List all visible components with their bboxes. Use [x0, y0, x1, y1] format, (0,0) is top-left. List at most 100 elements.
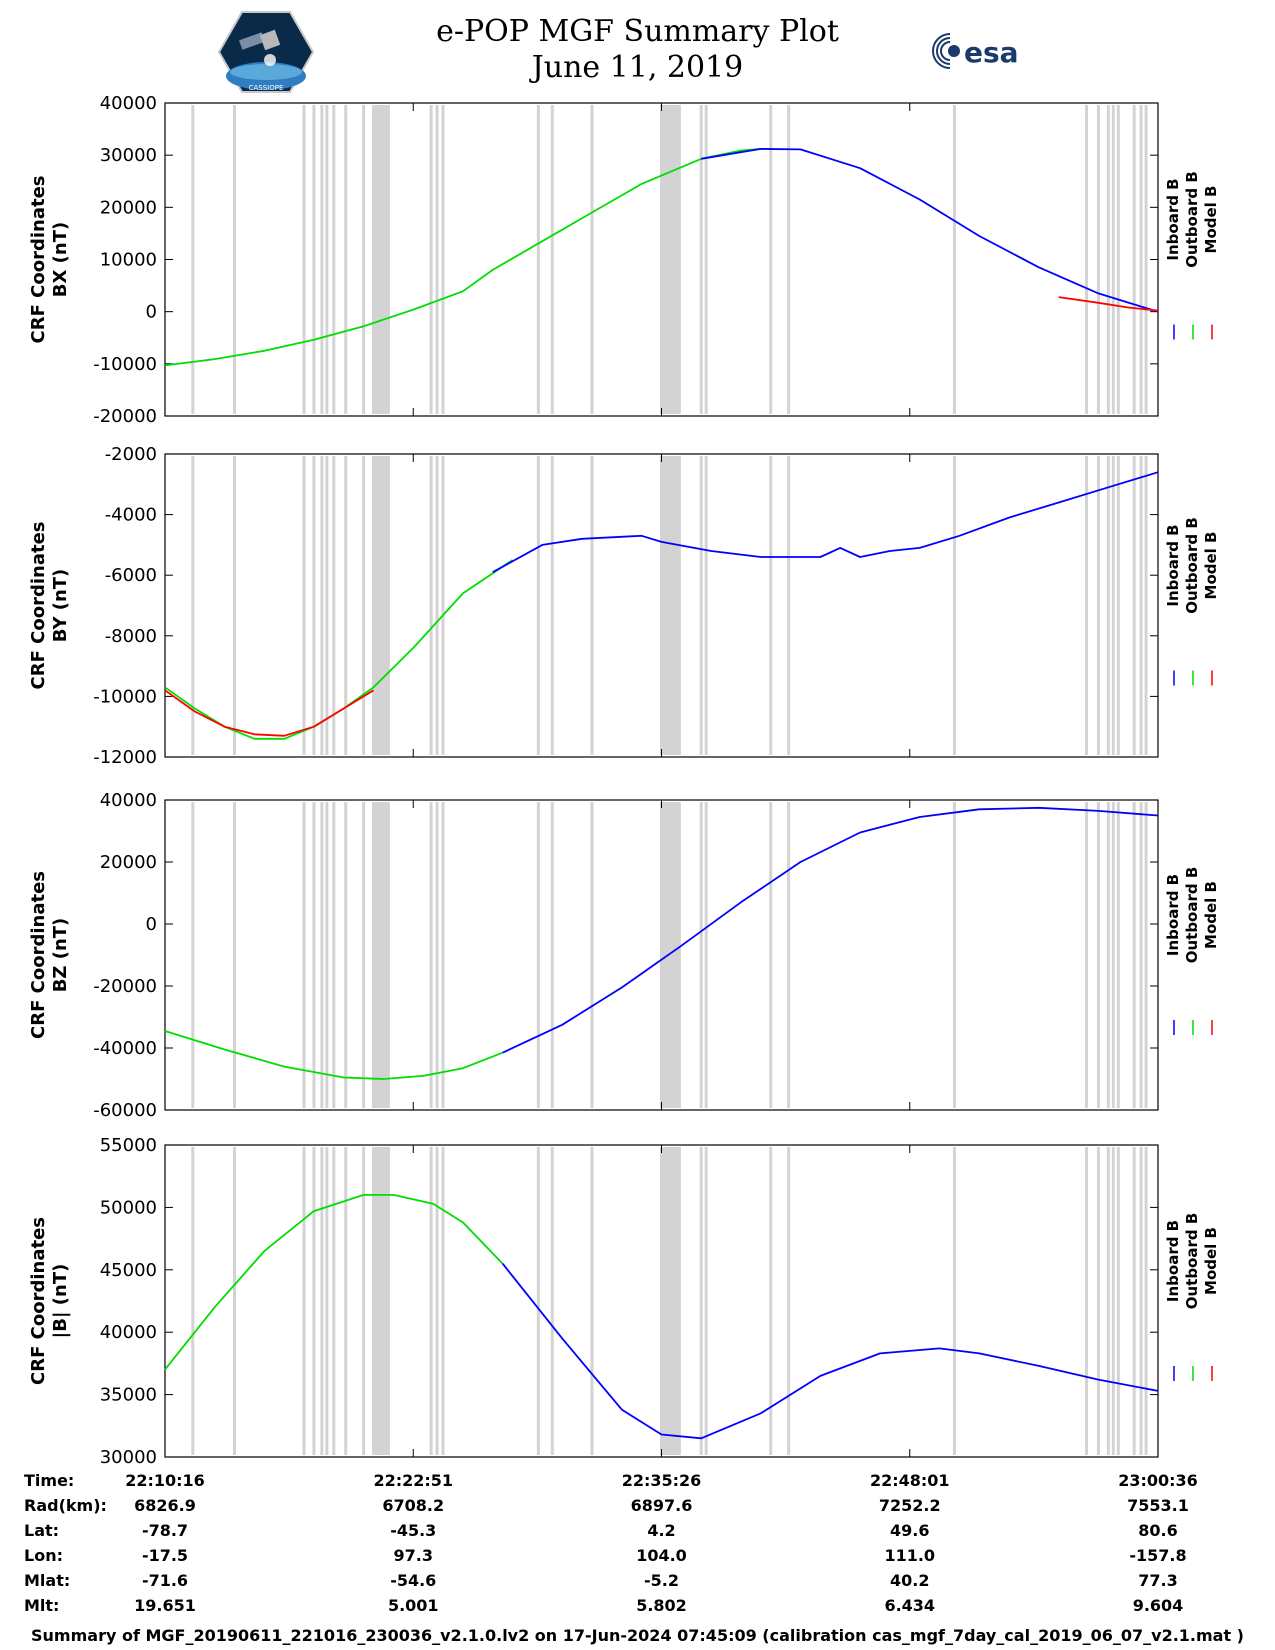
- y-tick-label: 45000: [100, 1260, 157, 1281]
- ephemeris-value: 80.6: [1138, 1521, 1177, 1540]
- ephemeris-value: 22:22:51: [373, 1471, 453, 1490]
- panel-2: -12000 -10000 -8000 -6000 -4000 -2000 CRF Coor…: [28, 444, 1220, 768]
- panel-4: 30000 35000 40000 45000 50000 55000 CRF Coordi…: [28, 1135, 1220, 1468]
- esa-logo: esa: [930, 30, 1040, 76]
- ephemeris-row-label: Lon:: [24, 1546, 63, 1565]
- y-tick-label: 20000: [100, 197, 157, 218]
- ephemeris-value: 111.0: [884, 1546, 935, 1565]
- ephemeris-value: 104.0: [636, 1546, 687, 1565]
- esa-text: esa: [964, 36, 1019, 69]
- ephemeris-value: 7252.2: [879, 1496, 941, 1515]
- ephemeris-value: -157.8: [1129, 1546, 1186, 1565]
- y-tick-label: -2000: [105, 444, 157, 465]
- ephemeris-value: 6897.6: [631, 1496, 693, 1515]
- series-inboard-b: [501, 1263, 1159, 1440]
- ephemeris-value: -17.5: [142, 1546, 188, 1565]
- y-tick-label: 40000: [100, 790, 157, 811]
- y-axis-label: CRF Coordinates: [28, 522, 49, 690]
- y-tick-label: -6000: [105, 565, 157, 586]
- y-axis-sublabel: |B| (nT): [50, 1264, 71, 1339]
- y-axis-sublabel: BZ (nT): [50, 918, 71, 993]
- ephemeris-value: -71.6: [142, 1571, 188, 1590]
- y-axis-label: CRF Coordinates: [28, 176, 49, 344]
- y-tick-label: 40000: [100, 93, 157, 114]
- ephemeris-value: -5.2: [644, 1571, 679, 1590]
- y-tick-label: -60000: [93, 1100, 157, 1121]
- ephemeris-value: 4.2: [647, 1521, 675, 1540]
- ephemeris-value: 40.2: [890, 1571, 929, 1590]
- series-model-b: [1058, 296, 1159, 312]
- series-model-b: [164, 689, 374, 737]
- ephemeris-table: Time: Rad(km): Lat: Lon: Mlat: Mlt: 22:10:16 68…: [24, 1471, 1198, 1615]
- plot-date: June 11, 2019: [531, 50, 744, 85]
- ephemeris-value: 7553.1: [1127, 1496, 1189, 1515]
- series-outboard-b: [164, 148, 761, 367]
- y-axis-label: CRF Coordinates: [28, 1217, 49, 1385]
- ephemeris-value: -78.7: [142, 1521, 188, 1540]
- ephemeris-value: 19.651: [134, 1596, 196, 1615]
- y-tick-label: 40000: [100, 1322, 157, 1343]
- ephemeris-value: 6.434: [884, 1596, 935, 1615]
- legend-label: Inboard B: [1164, 1220, 1182, 1302]
- y-tick-label: 50000: [100, 1197, 157, 1218]
- ephemeris-value: 77.3: [1138, 1571, 1177, 1590]
- legend-label: Outboard B: [1183, 171, 1201, 268]
- y-tick-label: 0: [146, 302, 157, 323]
- cassiope-caption: CASSIOPE: [249, 84, 284, 92]
- footer-caption: Summary of MGF_20190611_221016_230036_v2…: [31, 1626, 1244, 1645]
- ephemeris-value: -54.6: [390, 1571, 436, 1590]
- series-inboard-b: [502, 806, 1159, 1054]
- legend-label: Model B: [1202, 532, 1220, 600]
- ephemeris-value: 5.802: [636, 1596, 687, 1615]
- legend-label: Model B: [1202, 186, 1220, 254]
- series-inboard-b: [492, 471, 1159, 573]
- legend-label: Outboard B: [1183, 1213, 1201, 1310]
- series-outboard-b: [164, 1194, 504, 1371]
- ephemeris-value: 22:10:16: [125, 1471, 205, 1490]
- legend-label: Inboard B: [1164, 524, 1182, 606]
- series-outboard-b: [164, 1030, 503, 1080]
- y-axis-sublabel: BX (nT): [50, 222, 71, 297]
- legend-label: Model B: [1202, 881, 1220, 949]
- legend-label: Outboard B: [1183, 517, 1201, 614]
- y-tick-label: -8000: [105, 626, 157, 647]
- ephemeris-value: 6826.9: [134, 1496, 196, 1515]
- y-tick-label: 55000: [100, 1135, 157, 1156]
- panel-3: -60000 -40000 -20000 0 20000 40000 CRF Coordin…: [28, 790, 1220, 1121]
- y-axis-sublabel: BY (nT): [50, 569, 71, 643]
- ephemeris-value: -45.3: [390, 1521, 436, 1540]
- y-tick-label: -20000: [93, 976, 157, 997]
- y-tick-label: 30000: [100, 1447, 157, 1468]
- legend-label: Inboard B: [1164, 178, 1182, 260]
- ephemeris-row-label: Lat:: [24, 1521, 59, 1540]
- y-tick-label: -40000: [93, 1038, 157, 1059]
- legend-label: Model B: [1202, 1227, 1220, 1295]
- plot-title: e-POP MGF Summary Plot: [436, 14, 839, 49]
- ephemeris-value: 5.001: [388, 1596, 439, 1615]
- ephemeris-value: 23:00:36: [1118, 1471, 1198, 1490]
- legend-label: Inboard B: [1164, 874, 1182, 956]
- y-axis-label: CRF Coordinates: [28, 871, 49, 1039]
- ephemeris-value: 22:35:26: [622, 1471, 702, 1490]
- y-tick-label: 30000: [100, 145, 157, 166]
- series-inboard-b: [701, 147, 1159, 313]
- ephemeris-value: 22:48:01: [870, 1471, 950, 1490]
- y-tick-label: -10000: [93, 354, 157, 375]
- y-tick-label: 10000: [100, 250, 157, 271]
- ephemeris-row-label: Rad(km):: [24, 1496, 107, 1515]
- y-tick-label: -20000: [93, 406, 157, 427]
- ephemeris-value: 49.6: [890, 1521, 929, 1540]
- y-tick-label: 0: [146, 914, 157, 935]
- panel-1: -20000 -10000 0 10000 20000 30000 40000 CRF Coo…: [28, 93, 1220, 427]
- y-tick-label: 35000: [100, 1385, 157, 1406]
- cassiope-logo: CASSIOPE: [217, 10, 315, 98]
- ephemeris-row-label: Time:: [24, 1471, 74, 1490]
- legend-label: Outboard B: [1183, 867, 1201, 964]
- ephemeris-value: 6708.2: [382, 1496, 444, 1515]
- y-tick-label: -12000: [93, 747, 157, 768]
- ephemeris-value: 9.604: [1133, 1596, 1184, 1615]
- y-tick-label: -4000: [105, 505, 157, 526]
- y-tick-label: 20000: [100, 852, 157, 873]
- ephemeris-value: 97.3: [394, 1546, 433, 1565]
